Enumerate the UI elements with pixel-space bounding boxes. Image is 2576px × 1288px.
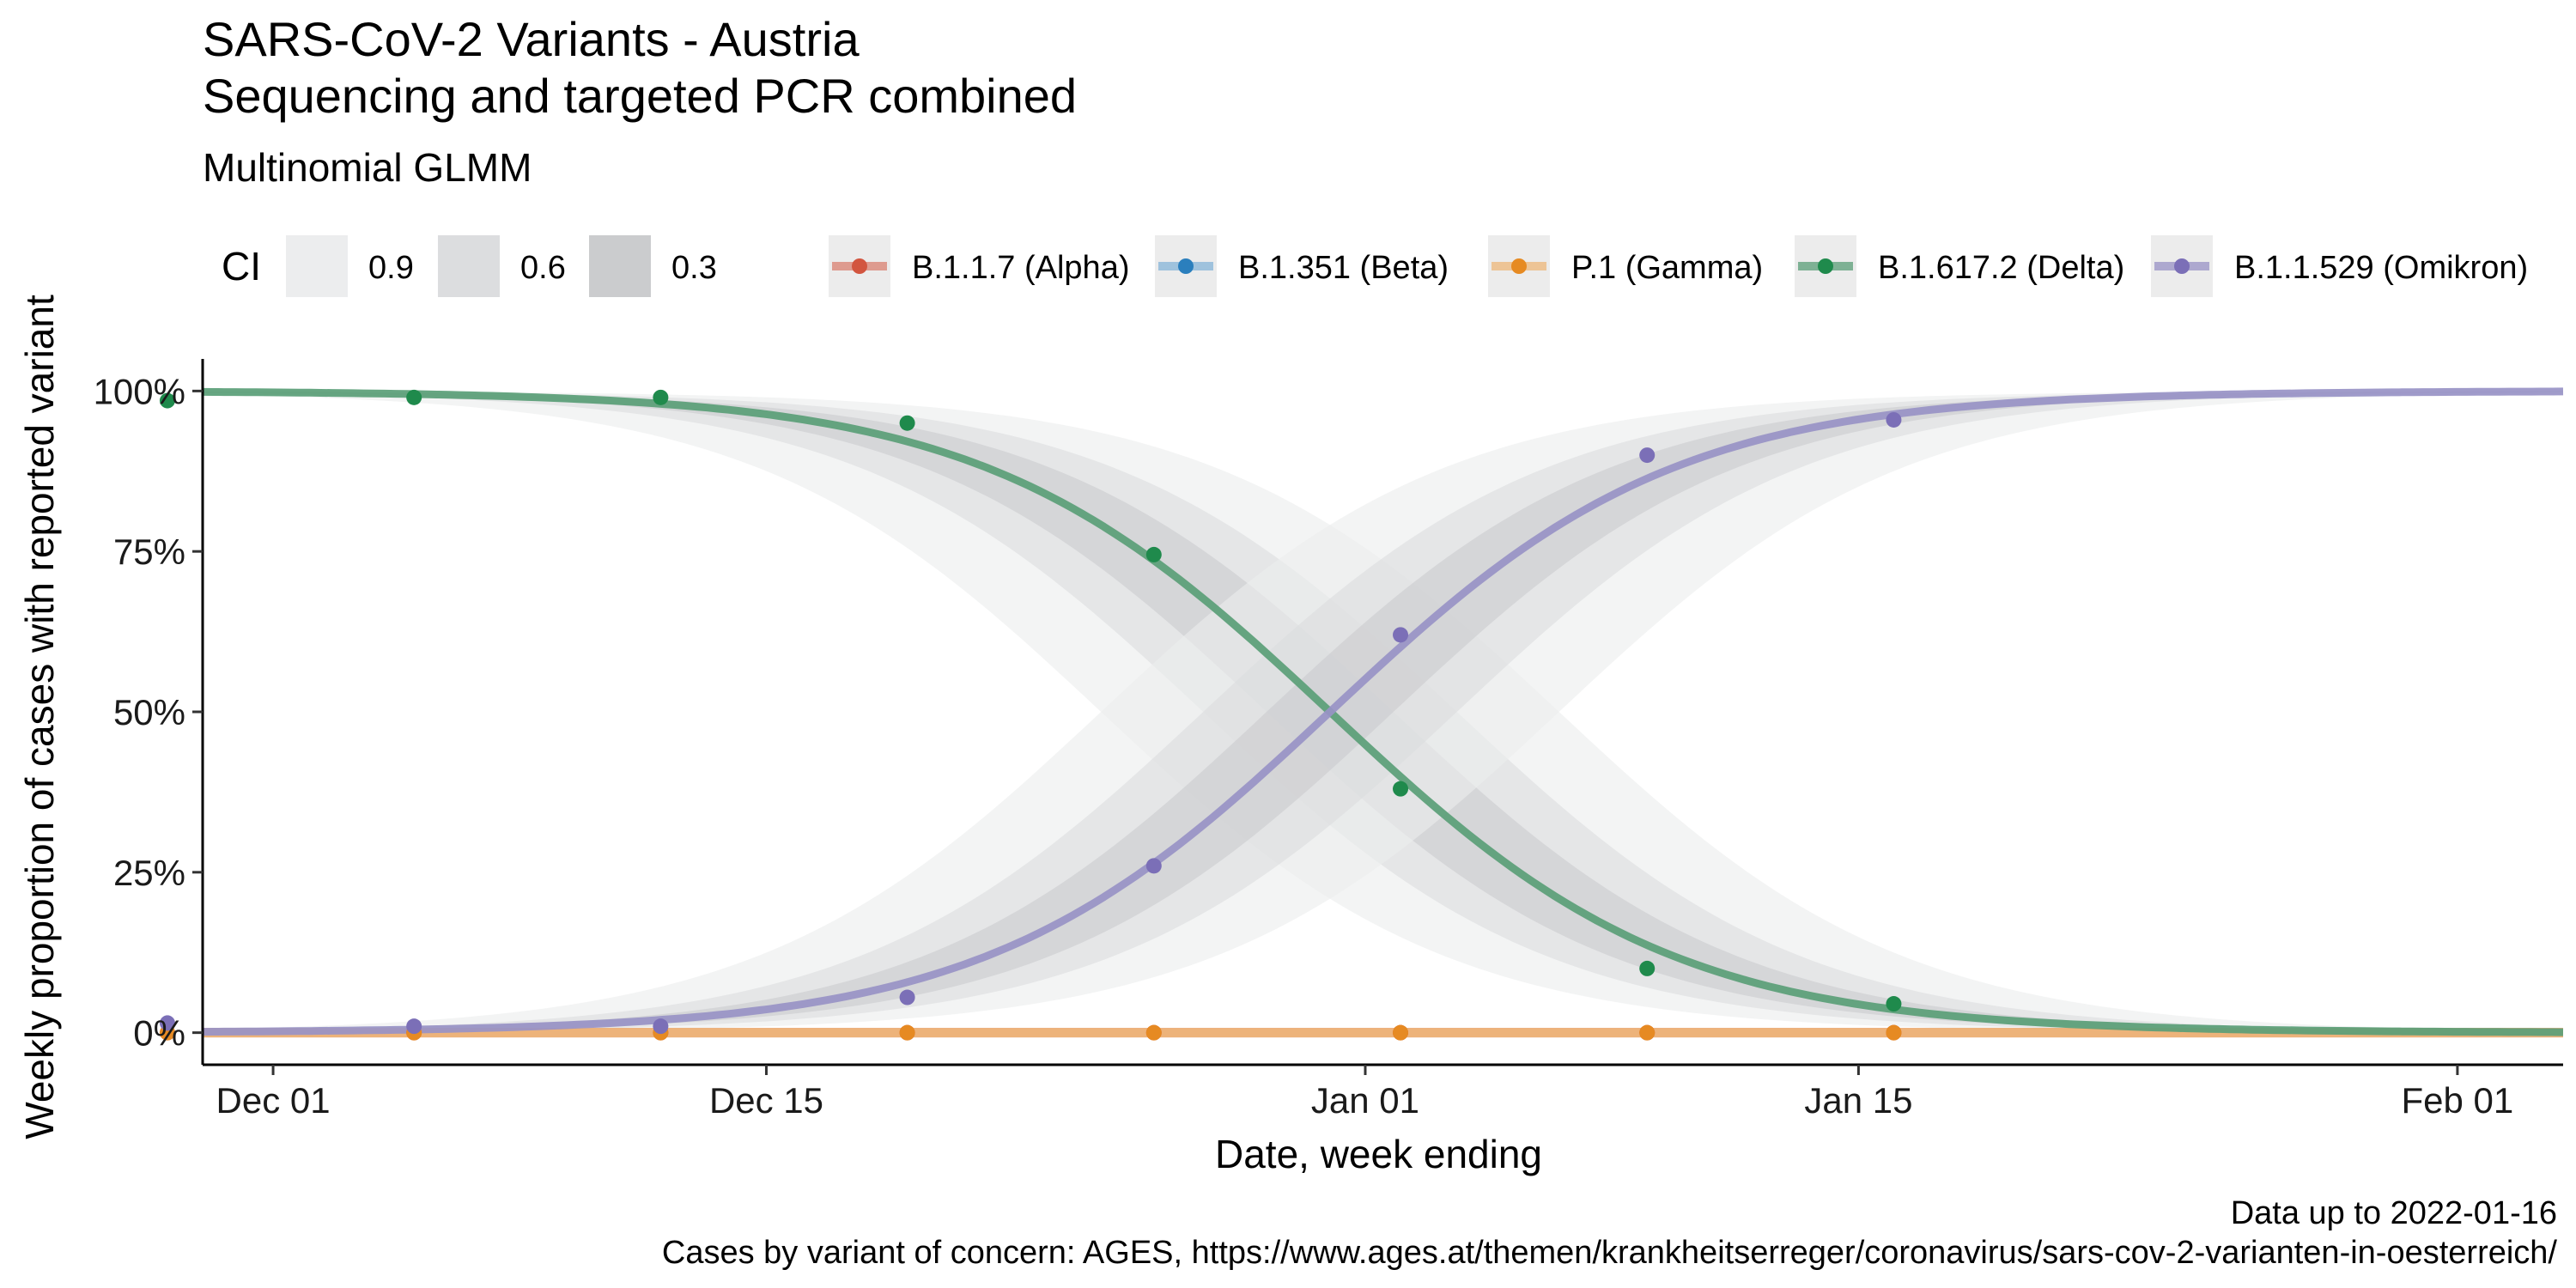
data-points <box>159 389 1902 1041</box>
x-axis-label: Date, week ending <box>1215 1132 1542 1176</box>
ci-band-0.3-omikron <box>203 391 2563 1032</box>
legend-item-b.1.1.529: B.1.1.529 (Omikron) <box>2151 235 2528 297</box>
chart-title: SARS-CoV-2 Variants - Austria <box>203 12 860 66</box>
point-b.1.1.529-7 <box>1886 411 1902 428</box>
x-tick-label: Feb 01 <box>2402 1080 2514 1121</box>
point-b.1.1.529-2 <box>653 1018 669 1035</box>
point-b.1.1.529-5 <box>1393 627 1409 643</box>
point-b.1.617.2-4 <box>1145 546 1162 562</box>
data-date-caption: Data up to 2022-01-16 <box>2230 1195 2557 1231</box>
chart-subtitle: Multinomial GLMM <box>203 145 532 190</box>
svg-text:P.1 (Gamma): P.1 (Gamma) <box>1571 250 1763 286</box>
point-p.1-7 <box>1886 1024 1902 1041</box>
point-p.1-6 <box>1639 1024 1656 1041</box>
y-tick-label: 75% <box>113 532 185 572</box>
legend-item-b.1.1.7: B.1.1.7 (Alpha) <box>829 235 1129 297</box>
y-tick-label: 100% <box>94 371 185 411</box>
point-b.1.617.2-3 <box>899 415 915 431</box>
svg-text:B.1.351 (Beta): B.1.351 (Beta) <box>1238 250 1449 286</box>
source-caption: Cases by variant of concern: AGES, https… <box>661 1235 2557 1271</box>
legend-ci-swatch-0.3 <box>589 235 651 297</box>
ci-bands <box>203 391 2563 1033</box>
legend-item-p.1: P.1 (Gamma) <box>1488 235 1763 297</box>
svg-text:B.1.617.2 (Delta): B.1.617.2 (Delta) <box>1878 250 2124 286</box>
legend-item-b.1.617.2: B.1.617.2 (Delta) <box>1795 235 2124 297</box>
point-b.1.617.2-6 <box>1639 960 1656 976</box>
fit-line-b.1.617.2 <box>202 387 2564 1036</box>
svg-text:B.1.1.529 (Omikron): B.1.1.529 (Omikron) <box>2234 250 2528 286</box>
point-b.1.1.529-1 <box>406 1018 422 1035</box>
legend-ci-swatch-0.6 <box>438 235 500 297</box>
legend-ci-label: 0.9 <box>368 250 414 286</box>
point-b.1.1.529-0 <box>159 1015 175 1031</box>
point-b.1.617.2-0 <box>159 392 175 409</box>
point-b.1.1.529-3 <box>899 989 915 1005</box>
point-b.1.1.529-4 <box>1145 858 1162 874</box>
x-tick-label: Dec 01 <box>216 1080 331 1121</box>
point-b.1.617.2-2 <box>653 389 669 405</box>
x-tick-label: Jan 15 <box>1804 1080 1912 1121</box>
svg-text:B.1.1.7 (Alpha): B.1.1.7 (Alpha) <box>912 250 1129 286</box>
x-tick-label: Dec 15 <box>709 1080 823 1121</box>
point-p.1-5 <box>1393 1024 1409 1041</box>
y-tick-label: 0% <box>133 1013 185 1054</box>
y-tick-label: 50% <box>113 692 185 732</box>
y-axis-label: Weekly proportion of cases with reported… <box>17 295 62 1139</box>
legend-item-b.1.351: B.1.351 (Beta) <box>1155 235 1449 297</box>
point-p.1-3 <box>899 1024 915 1041</box>
axes: 0% 25% 50% 75% 100% Dec 01 Dec 15 Jan 01 Jan 15 F… <box>17 295 2563 1176</box>
fit-lines <box>202 387 2564 1038</box>
point-b.1.617.2-5 <box>1393 781 1409 797</box>
legend: CI 0.9 0.6 0.3 B.1.1.7 (Alpha) B.1.351 (Beta)… <box>222 235 2528 297</box>
x-tick-label: Jan 01 <box>1311 1080 1419 1121</box>
point-b.1.617.2-1 <box>406 389 422 405</box>
point-b.1.1.529-6 <box>1639 447 1656 464</box>
legend-ci-label: 0.6 <box>520 250 566 286</box>
point-p.1-4 <box>1145 1024 1162 1041</box>
legend-ci-title: CI <box>222 244 261 289</box>
fit-line-b.1.1.529 <box>202 387 2564 1036</box>
chart-title-line2: Sequencing and targeted PCR combined <box>203 69 1078 123</box>
point-b.1.617.2-7 <box>1886 996 1902 1012</box>
legend-ci-swatch-0.9 <box>286 235 348 297</box>
y-tick-label: 25% <box>113 853 185 893</box>
legend-ci-label: 0.3 <box>671 250 717 286</box>
